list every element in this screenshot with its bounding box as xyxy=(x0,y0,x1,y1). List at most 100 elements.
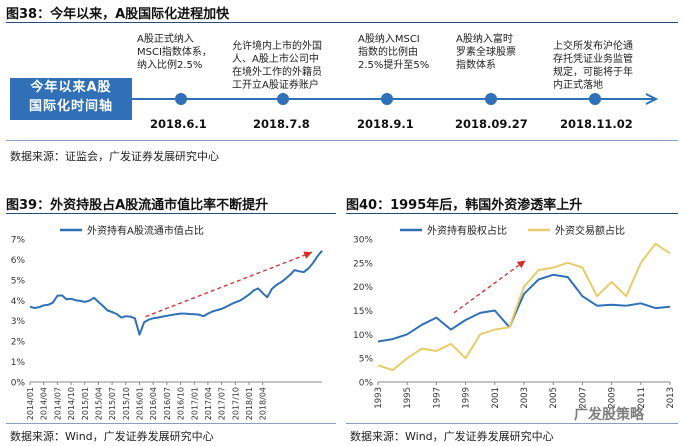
x-tick-label: 2015/04 xyxy=(94,387,103,420)
timeline-dot-5 xyxy=(589,93,601,105)
timeline-dot-1 xyxy=(175,93,187,105)
y-tick-label: 10% xyxy=(353,331,373,341)
x-tick-label: 1997 xyxy=(432,387,442,409)
x-tick-label: 2009 xyxy=(608,387,618,409)
fig40-title: 图40：1995年后，韩国外资渗透率上升 xyxy=(346,198,583,213)
x-tick-label: 2013 xyxy=(666,387,676,409)
fig39-title: 图39：外资持股占A股流通市值比率不断提升 xyxy=(6,198,269,213)
y-tick-label: 1% xyxy=(11,358,26,368)
watermark-logo: 广发股策略 xyxy=(574,407,644,423)
event-3-line-2: 指数的比例由 xyxy=(358,47,418,58)
timeline-svg xyxy=(132,93,659,105)
axis-label-line1: 今年以来A股 xyxy=(30,80,112,95)
x-tick-label: 2017/10 xyxy=(231,387,240,420)
x-tick-label: 2007 xyxy=(578,387,588,409)
event-5-line-1: 上交所发布沪伦通 xyxy=(553,41,633,52)
y-tick-label: 5% xyxy=(11,276,26,286)
event-3-line-3: 2.5%提升至5% xyxy=(358,60,430,71)
x-tick-label: 2016/07 xyxy=(163,387,172,420)
x-tick-label: 2014/10 xyxy=(67,387,76,420)
event-4-line-1: A股纳入富时 xyxy=(456,34,513,45)
x-tick-label: 2018/01 xyxy=(245,387,254,420)
x-tick-label: 2015/01 xyxy=(81,387,90,420)
timeline-arrowhead xyxy=(645,93,659,105)
x-tick-label: 2016/04 xyxy=(149,387,158,420)
x-tick-label: 2015/10 xyxy=(122,387,131,420)
fig39-bottom-rule xyxy=(6,423,336,424)
fig39-source: 数据来源：Wind，广发证券发展研究中心 xyxy=(10,430,214,443)
y-tick-label: 15% xyxy=(353,307,373,317)
x-tick-label: 1993 xyxy=(374,387,384,409)
x-tick-label: 2017/04 xyxy=(204,387,213,420)
event-5-line-2: 存托凭证业务监管 xyxy=(553,54,633,65)
trend-arrow xyxy=(453,259,526,314)
event-date-2: 2018.7.8 xyxy=(253,117,310,131)
event-date-3: 2018.9.1 xyxy=(357,117,414,131)
event-2-line-3: 在境外工作的外籍员 xyxy=(232,67,322,78)
y-tick-label: 25% xyxy=(353,259,373,269)
y-tick-label: 6% xyxy=(11,256,26,266)
y-tick-label: 4% xyxy=(11,297,26,307)
x-tick-label: 2005 xyxy=(549,387,559,409)
x-tick-label: 2018/04 xyxy=(259,387,268,420)
event-3-line-1: A股纳入MSCI xyxy=(358,34,420,45)
x-tick-label: 2003 xyxy=(520,387,530,409)
y-tick-label: 7% xyxy=(11,236,26,246)
series-line-equity-share xyxy=(377,273,671,343)
x-tick-label: 1999 xyxy=(462,387,472,409)
event-text-3: A股纳入MSCI 指数的比例由 2.5%提升至5% xyxy=(358,33,453,72)
series-line-trading-share xyxy=(377,242,671,372)
event-2-line-4: 工开立A股证券账户 xyxy=(232,80,319,91)
timeline-dot-2 xyxy=(277,93,289,105)
event-text-1: A股正式纳入 MSCI指数体系， 纳入比例2.5% xyxy=(137,33,237,72)
x-tick-label: 1995 xyxy=(403,387,413,409)
event-2-line-1: 允许境内上市的外国 xyxy=(232,41,322,52)
fig39-title-rule xyxy=(6,213,336,214)
x-tick-label: 2017/01 xyxy=(190,387,199,420)
fig38-title-rule xyxy=(6,22,678,23)
fig40-chart: 0% 5% 10% 15% 20% 25% 30% 1993 1995 1997 1999 2001 2… xyxy=(353,224,676,409)
x-tick-label: 2011 xyxy=(637,387,647,409)
event-5-line-3: 规定，可能将于年 xyxy=(553,67,633,78)
x-tick-label: 2015/07 xyxy=(108,387,117,420)
fig40-title-rule xyxy=(346,213,678,214)
x-tick-label: 2016/01 xyxy=(136,387,145,420)
y-tick-label: 0% xyxy=(359,379,374,389)
fig38-bottom-rule xyxy=(6,140,678,141)
axis-label-line2: 国际化时间轴 xyxy=(28,99,113,114)
event-date-5: 2018.11.02 xyxy=(560,117,633,131)
event-text-5: 上交所发布沪伦通 存托凭证业务监管 规定，可能将于年 内正式落地 xyxy=(553,40,668,92)
trend-arrow xyxy=(145,251,313,318)
legend-label: 外资持有A股流通市值占比 xyxy=(87,224,204,237)
event-text-4: A股纳入富时 罗素全球股票 指数体系 xyxy=(456,33,551,72)
event-4-line-2: 罗素全球股票 xyxy=(456,47,516,58)
y-tick-label: 2% xyxy=(11,338,26,348)
fig39-chart: 0% 1% 2% 3% 4% 5% 6% 7% 2014/01 2014/04 2014/07 201… xyxy=(11,224,323,420)
timeline-dot-4 xyxy=(485,93,497,105)
fig38-source: 数据来源：证监会，广发证券发展研究中心 xyxy=(10,150,219,163)
y-tick-label: 20% xyxy=(353,283,373,293)
timeline-axis-label: 今年以来A股 国际化时间轴 xyxy=(10,78,132,120)
timeline-dot-3 xyxy=(381,93,393,105)
event-1-line-2: MSCI指数体系， xyxy=(137,47,212,58)
y-tick-label: 0% xyxy=(11,379,26,389)
event-1-line-3: 纳入比例2.5% xyxy=(137,60,203,71)
fig40-bottom-rule xyxy=(346,423,678,424)
x-tick-label: 2014/01 xyxy=(26,387,35,420)
x-tick-label: 2001 xyxy=(491,387,501,409)
y-tick-label: 5% xyxy=(359,355,374,365)
legend-label-trading: 外资交易额占比 xyxy=(555,224,625,237)
fig38-title: 图38：今年以来，A股国际化进程加快 xyxy=(6,7,230,22)
x-tick-label: 2014/04 xyxy=(40,387,49,420)
event-4-line-3: 指数体系 xyxy=(456,60,496,71)
event-2-line-2: 人、A股上市公司中 xyxy=(232,54,319,65)
x-tick-label: 2017/07 xyxy=(218,387,227,420)
event-text-2: 允许境内上市的外国 人、A股上市公司中 在境外工作的外籍员 工开立A股证券账户 xyxy=(232,40,342,92)
x-tick-label: 2016/10 xyxy=(177,387,186,420)
series-line-foreign-holding xyxy=(29,250,323,336)
legend-label-equity: 外资持有股权占比 xyxy=(427,224,507,237)
event-1-line-1: A股正式纳入 xyxy=(137,34,194,45)
event-date-1: 2018.6.1 xyxy=(150,117,207,131)
fig40-source: 数据来源：Wind，广发证券发展研究中心 xyxy=(350,430,554,443)
y-tick-label: 3% xyxy=(11,317,26,327)
